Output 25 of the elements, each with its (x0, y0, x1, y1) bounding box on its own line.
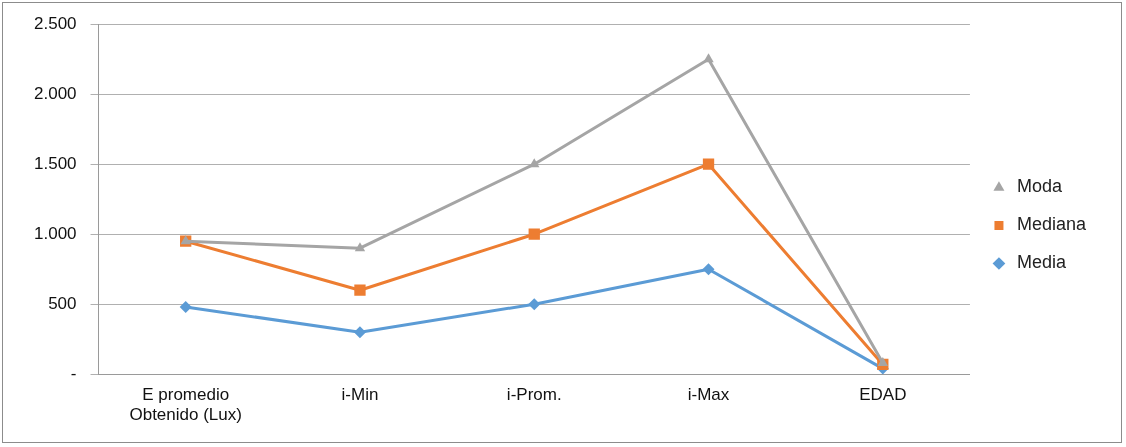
x-tick-label: i-Min (341, 385, 379, 405)
y-tick-label: 2.500 (33, 13, 77, 33)
point (877, 357, 889, 366)
point (354, 284, 366, 296)
y-tick-label: 2.000 (33, 83, 77, 103)
point (703, 53, 714, 63)
x-tick-label: i-Prom. (506, 385, 562, 405)
y-tick-label: 500 (48, 293, 77, 313)
point (702, 263, 715, 276)
legend-label: Mediana (1016, 214, 1087, 235)
x-tick-label: EDAD (859, 385, 907, 405)
legend-label: Media (1016, 252, 1067, 273)
x-tick-label: i-Max (687, 385, 730, 405)
point (528, 298, 541, 311)
y-tick-label: 1.000 (33, 223, 77, 243)
y-tick-label: - (70, 363, 77, 383)
point (354, 242, 366, 252)
point (179, 301, 192, 313)
legend-label: Moda (1016, 176, 1063, 197)
y-tick-label: 1.500 (33, 153, 77, 173)
point (529, 158, 540, 168)
point (353, 326, 366, 339)
x-tick-label: E promedio Obtenido (Lux) (129, 385, 242, 425)
point (528, 228, 540, 240)
point (702, 158, 715, 170)
